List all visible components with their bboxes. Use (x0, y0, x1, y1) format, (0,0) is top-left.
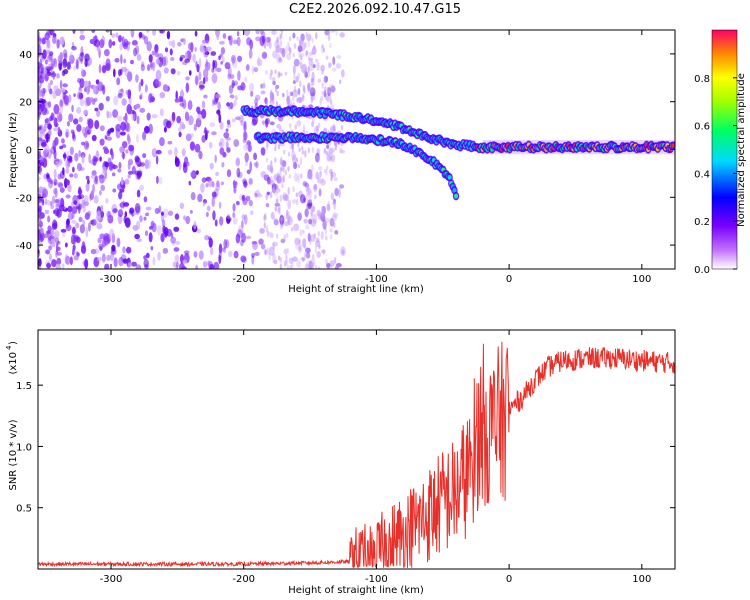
spectrogram-noise-layer (38, 30, 346, 269)
colorbar-tick-label: 0.0 (694, 265, 710, 276)
spectrogram-y-tick-label: 0 (26, 146, 32, 157)
snr-x-tick-label: -200 (232, 574, 255, 585)
snr-scale-label: (x10 4 ) (5, 341, 19, 375)
colorbar-tick-label: 0.2 (694, 217, 710, 228)
colorbar-label: Normalized spectral amplitude (736, 73, 747, 227)
colorbar-tick-label: 0.6 (694, 122, 710, 133)
spectrogram-x-tick-label: -100 (365, 274, 388, 285)
spectrogram-x-ticks: -300 -200 -100 0 100 (100, 30, 651, 285)
colorbar-ticks: 0.0 0.2 0.4 0.6 0.8 (694, 74, 737, 276)
spectrogram-x-tick-label: 100 (632, 274, 651, 285)
snr-x-tick-label: -100 (365, 574, 388, 585)
snr-y-tick-label: 1.5 (16, 381, 32, 392)
snr-scale-exponent: 4 (5, 345, 13, 350)
spectrogram-signal-layer (240, 104, 675, 201)
snr-panel: -300 -200 -100 0 100 0.5 1.0 1.5 Height of str… (5, 329, 676, 596)
spectrogram-y-label: Frequency (Hz) (8, 112, 19, 188)
spectrogram-x-tick-label: 0 (506, 274, 512, 285)
colorbar: 0.0 0.2 0.4 0.6 0.8 Normalized spectral ampl… (694, 29, 747, 276)
spectrogram-y-tick-label: 20 (19, 98, 32, 109)
snr-y-label: SNR (10 * v/v) (8, 419, 19, 490)
snr-frame (37, 329, 676, 570)
snr-y-tick-label: 0.5 (16, 504, 32, 515)
spectrogram-y-tick-label: -20 (16, 193, 32, 204)
chart-title: C2E2.2026.092.10.47.G15 (288, 2, 462, 17)
spectrogram-x-tick-label: -200 (232, 274, 255, 285)
snr-scale-close: ) (8, 341, 19, 345)
snr-series-line (38, 341, 675, 569)
snr-scale-text: (x10 (8, 352, 19, 375)
colorbar-tick-label: 0.4 (694, 169, 710, 180)
snr-series (38, 341, 675, 569)
spectrogram-y-tick-label: -40 (16, 241, 32, 252)
spectrogram-x-tick-label: -300 (100, 274, 123, 285)
snr-x-tick-label: -300 (100, 574, 123, 585)
colorbar-tick-label: 0.8 (694, 74, 710, 85)
spectrogram-y-tick-label: 40 (19, 50, 32, 61)
spectrogram-x-label: Height of straight line (km) (288, 284, 424, 295)
snr-x-tick-label: 0 (506, 574, 512, 585)
snr-x-ticks: -300 -200 -100 0 100 (100, 330, 651, 585)
snr-y-tick-label: 1.0 (16, 442, 32, 453)
snr-x-label: Height of straight line (km) (288, 585, 424, 596)
snr-y-ticks: 0.5 1.0 1.5 (16, 381, 675, 515)
spectrogram-y-ticks: -40 -20 0 20 40 (16, 50, 675, 252)
colorbar-gradient (711, 29, 738, 270)
snr-x-tick-label: 100 (632, 574, 651, 585)
